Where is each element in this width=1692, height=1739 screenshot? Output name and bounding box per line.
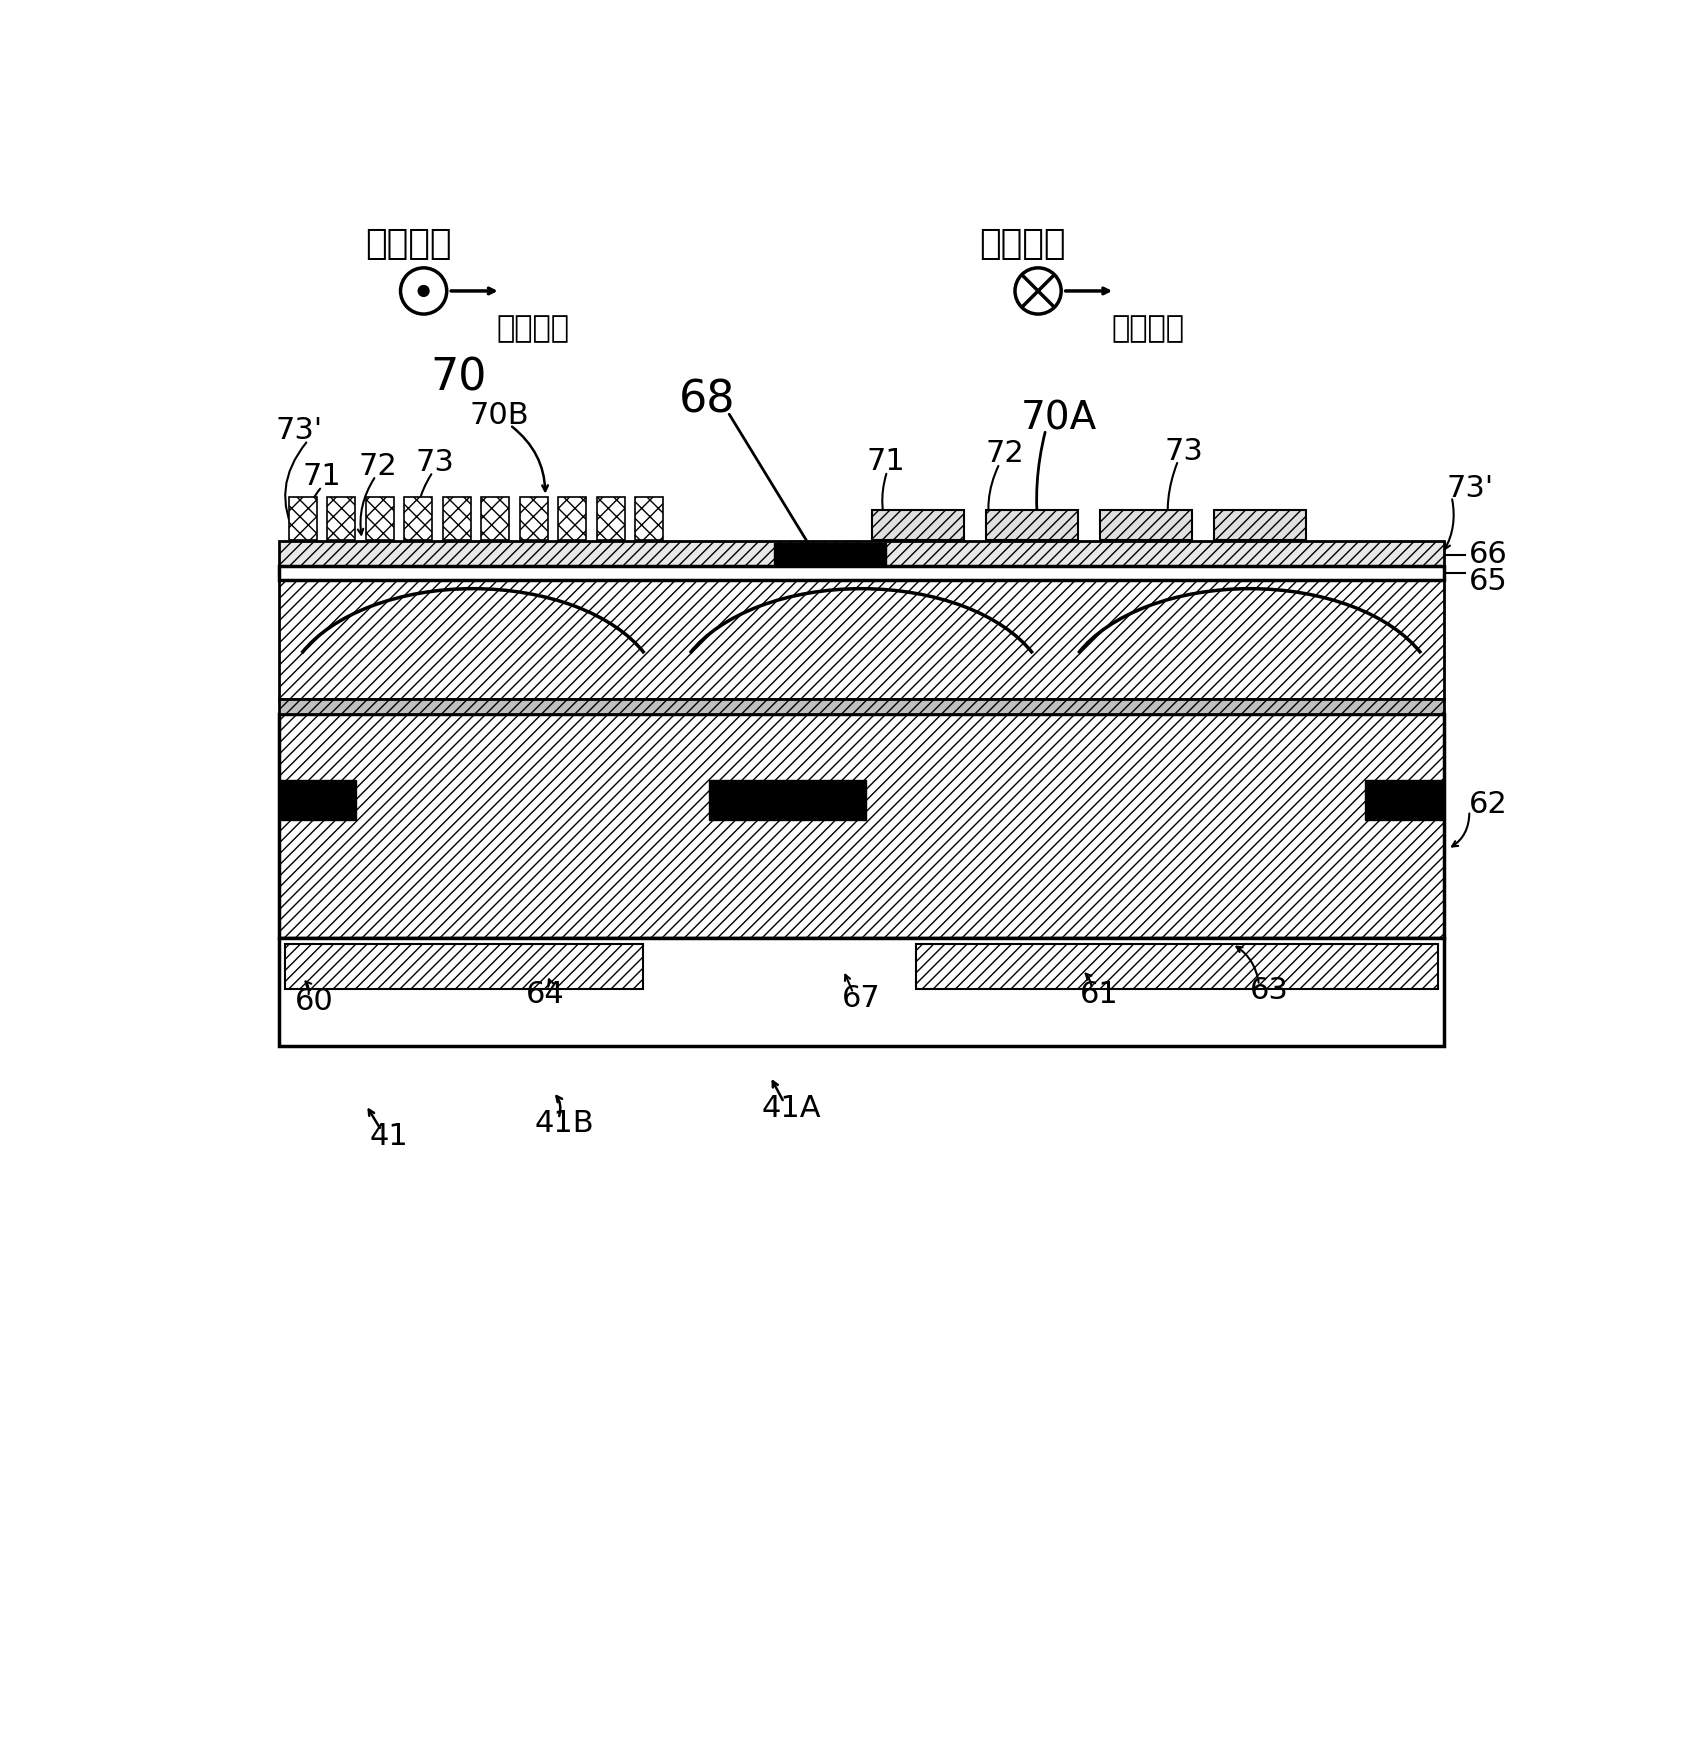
Text: 63: 63 <box>1250 976 1289 1003</box>
Text: 71: 71 <box>303 463 342 490</box>
Text: 67: 67 <box>841 983 880 1012</box>
Circle shape <box>418 287 430 297</box>
Bar <box>558 497 585 541</box>
Bar <box>365 497 394 541</box>
Text: 65: 65 <box>1469 567 1508 596</box>
Bar <box>289 497 316 541</box>
Text: 73': 73' <box>1447 473 1494 503</box>
Bar <box>279 581 1443 699</box>
Text: 73: 73 <box>1166 436 1203 466</box>
Bar <box>636 497 663 541</box>
Bar <box>1100 511 1193 541</box>
Text: 66: 66 <box>1469 539 1508 569</box>
Text: 70: 70 <box>430 356 487 400</box>
Bar <box>773 543 885 567</box>
Text: 72: 72 <box>359 452 398 482</box>
Bar <box>1213 511 1306 541</box>
Text: 71: 71 <box>866 447 905 475</box>
Text: 73': 73' <box>276 416 323 445</box>
Text: 70B: 70B <box>469 400 530 430</box>
Text: 41: 41 <box>369 1122 408 1151</box>
Bar <box>279 699 1443 715</box>
Text: 64: 64 <box>526 979 565 1009</box>
Text: 73: 73 <box>416 449 455 476</box>
Bar <box>709 781 866 821</box>
Bar <box>279 781 355 821</box>
Bar <box>404 497 431 541</box>
Text: 第二方向: 第二方向 <box>980 228 1066 261</box>
Bar <box>284 944 643 989</box>
Bar <box>279 567 1443 581</box>
Text: 41A: 41A <box>761 1094 822 1122</box>
Bar <box>482 497 509 541</box>
Text: 62: 62 <box>1469 790 1508 817</box>
Bar <box>327 497 355 541</box>
Text: 60: 60 <box>294 986 333 1016</box>
Text: 第二方向: 第二方向 <box>497 315 570 343</box>
Bar <box>279 715 1443 939</box>
Bar <box>917 944 1438 989</box>
Bar <box>597 497 624 541</box>
Text: 72: 72 <box>986 438 1024 468</box>
Bar <box>871 511 964 541</box>
Bar <box>443 497 470 541</box>
Text: 第一方向: 第一方向 <box>365 228 452 261</box>
Text: 41B: 41B <box>535 1108 594 1137</box>
Bar <box>279 939 1443 1045</box>
Bar <box>279 543 1443 567</box>
Bar <box>519 497 548 541</box>
Text: 61: 61 <box>1079 979 1118 1009</box>
Bar <box>986 511 1078 541</box>
Text: 68: 68 <box>678 377 736 421</box>
Bar <box>1364 781 1443 821</box>
Text: 70A: 70A <box>1020 398 1096 436</box>
Text: 第一方向: 第一方向 <box>1112 315 1184 343</box>
